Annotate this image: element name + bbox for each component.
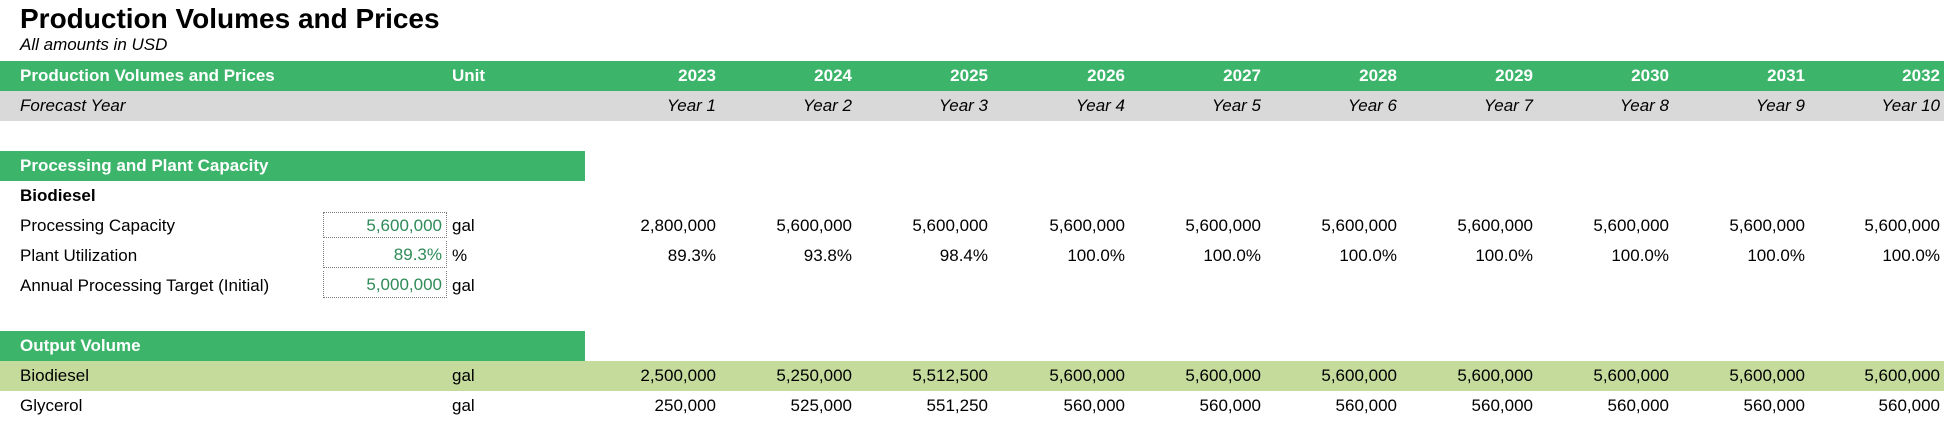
sheet-title: Production Volumes and Prices xyxy=(20,3,440,34)
row-label: Glycerol xyxy=(20,396,83,415)
cell-value: 551,250 xyxy=(926,396,988,415)
header-label: Production Volumes and Prices xyxy=(20,66,275,85)
cell-value: 5,600,000 xyxy=(1729,216,1805,235)
cell-value: 100.0% xyxy=(1747,246,1805,265)
cell-value: 2,500,000 xyxy=(640,366,716,385)
row-label: Processing Capacity xyxy=(20,216,175,235)
cell-value: 5,600,000 xyxy=(1049,366,1125,385)
year-header: 2030 xyxy=(1631,66,1669,85)
target-input[interactable]: 5,000,000 xyxy=(323,271,447,298)
cell-value: 560,000 xyxy=(1607,396,1669,415)
cell-value: 100.0% xyxy=(1203,246,1261,265)
row-label: Annual Processing Target (Initial) xyxy=(20,276,270,295)
capacity-input[interactable]: 5,600,000 xyxy=(323,212,447,238)
year-header: 2027 xyxy=(1223,66,1261,85)
cell-value: 5,600,000 xyxy=(1593,366,1669,385)
forecast-year: Year 2 xyxy=(802,96,852,115)
cell-value: 560,000 xyxy=(1743,396,1805,415)
forecast-year: Year 7 xyxy=(1483,96,1533,115)
year-header: 2028 xyxy=(1359,66,1397,85)
forecast-row: Forecast Year Year 1 Year 2 Year 3 Year … xyxy=(0,91,1944,121)
section-output: Output Volume xyxy=(0,331,585,361)
row-unit: gal xyxy=(452,366,475,385)
cell-value: 560,000 xyxy=(1199,396,1261,415)
cell-value: 560,000 xyxy=(1878,396,1940,415)
forecast-year: Year 1 xyxy=(666,96,716,115)
cell-value: 93.8% xyxy=(803,246,852,265)
cell-value: 5,600,000 xyxy=(1321,366,1397,385)
table-row: Biodiesel gal 2,500,000 5,250,000 5,512,… xyxy=(0,361,1944,391)
cell-value: 5,600,000 xyxy=(1864,366,1940,385)
cell-value: 5,600,000 xyxy=(776,216,852,235)
forecast-year: Year 10 xyxy=(1881,96,1940,115)
cell-value: 100.0% xyxy=(1882,246,1940,265)
row-label: Biodiesel xyxy=(20,366,89,385)
cell-value: 2,800,000 xyxy=(640,216,716,235)
row-unit: gal xyxy=(452,216,475,235)
cell-value: 560,000 xyxy=(1063,396,1125,415)
cell-value: 5,600,000 xyxy=(1049,216,1125,235)
row-unit: % xyxy=(452,246,468,265)
forecast-year: Year 6 xyxy=(1347,96,1397,115)
sheet-subtitle: All amounts in USD xyxy=(20,35,168,54)
cell-value: 5,600,000 xyxy=(1457,216,1533,235)
cell-value: 560,000 xyxy=(1471,396,1533,415)
forecast-year: Year 8 xyxy=(1619,96,1669,115)
cell-value: 89.3% xyxy=(667,246,716,265)
table-row: Annual Processing Target (Initial) 5,000… xyxy=(0,271,1944,301)
group-row: Biodiesel xyxy=(0,181,1944,211)
cell-value: 100.0% xyxy=(1611,246,1669,265)
year-header: 2029 xyxy=(1495,66,1533,85)
section-label: Processing and Plant Capacity xyxy=(20,156,269,175)
cell-value: 100.0% xyxy=(1475,246,1533,265)
section-label: Output Volume xyxy=(20,336,141,355)
cell-value: 250,000 xyxy=(654,396,716,415)
forecast-label: Forecast Year xyxy=(20,96,126,115)
cell-value: 5,600,000 xyxy=(1729,366,1805,385)
cell-value: 5,600,000 xyxy=(1593,216,1669,235)
header-row: Production Volumes and Prices Unit 2023 … xyxy=(0,61,1944,91)
cell-value: 5,600,000 xyxy=(1864,216,1940,235)
row-unit: gal xyxy=(452,396,475,415)
cell-value: 5,600,000 xyxy=(912,216,988,235)
year-header: 2025 xyxy=(950,66,988,85)
cell-value: 5,600,000 xyxy=(1185,366,1261,385)
cell-value: 5,250,000 xyxy=(776,366,852,385)
table-row: Glycerol gal 250,000 525,000 551,250 560… xyxy=(0,391,1944,421)
utilization-input[interactable]: 89.3% xyxy=(323,241,447,268)
cell-value: 5,512,500 xyxy=(912,366,988,385)
forecast-year: Year 3 xyxy=(938,96,988,115)
cell-value: 98.4% xyxy=(939,246,988,265)
group-label: Biodiesel xyxy=(20,186,96,205)
row-label: Plant Utilization xyxy=(20,246,138,265)
year-header: 2031 xyxy=(1767,66,1805,85)
cell-value: 5,600,000 xyxy=(1321,216,1397,235)
table-row: Plant Utilization 89.3% % 89.3% 93.8% 98… xyxy=(0,241,1944,271)
cell-value: 5,600,000 xyxy=(1457,366,1533,385)
table-row: Processing Capacity 5,600,000 gal 2,800,… xyxy=(0,211,1944,241)
forecast-year: Year 5 xyxy=(1211,96,1261,115)
year-header: 2032 xyxy=(1902,66,1940,85)
forecast-year: Year 4 xyxy=(1075,96,1125,115)
year-header: 2023 xyxy=(678,66,716,85)
row-unit: gal xyxy=(452,276,475,295)
cell-value: 100.0% xyxy=(1067,246,1125,265)
year-header: 2024 xyxy=(814,66,852,85)
cell-value: 100.0% xyxy=(1339,246,1397,265)
cell-value: 525,000 xyxy=(790,396,852,415)
year-header: 2026 xyxy=(1087,66,1125,85)
section-processing: Processing and Plant Capacity xyxy=(0,151,585,181)
cell-value: 5,600,000 xyxy=(1185,216,1261,235)
cell-value: 560,000 xyxy=(1335,396,1397,415)
forecast-year: Year 9 xyxy=(1755,96,1805,115)
header-unit: Unit xyxy=(452,66,486,85)
